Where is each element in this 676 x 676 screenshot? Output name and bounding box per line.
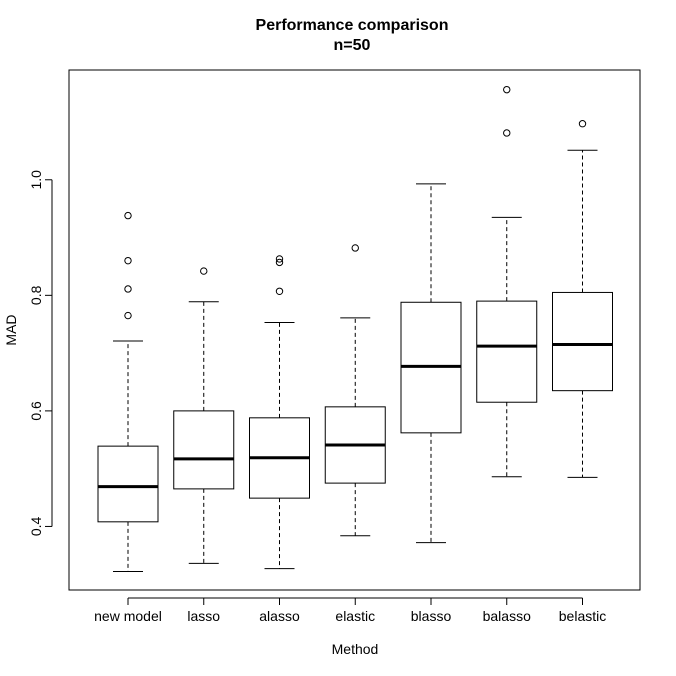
y-axis-label: MAD bbox=[3, 314, 19, 345]
outlier-point bbox=[124, 211, 132, 220]
box-group bbox=[476, 85, 538, 478]
x-tick-label: belastic bbox=[559, 608, 606, 624]
y-tick-label: 0.4 bbox=[28, 517, 44, 537]
box-group bbox=[400, 183, 462, 544]
iqr-box bbox=[97, 445, 159, 523]
box-group bbox=[249, 255, 310, 570]
box-group bbox=[324, 244, 386, 537]
y-axis: 0.4 0.6 0.8 1.0 bbox=[28, 170, 53, 537]
outlier-point bbox=[124, 311, 132, 320]
outlier-point bbox=[275, 255, 284, 263]
outlier-point bbox=[124, 285, 132, 293]
x-tick-label: elastic bbox=[335, 608, 375, 624]
x-tick-label: balasso bbox=[483, 608, 531, 624]
outlier-point bbox=[275, 287, 284, 295]
outlier-point bbox=[124, 256, 132, 265]
box-group bbox=[97, 211, 159, 573]
iqr-box bbox=[476, 300, 538, 403]
y-tick-label: 0.8 bbox=[28, 285, 44, 305]
outlier-point bbox=[200, 267, 208, 275]
outlier-point bbox=[578, 120, 587, 128]
x-tick-label: lasso bbox=[187, 608, 220, 624]
x-axis: new model lasso alasso elastic blasso balasso… bbox=[94, 597, 606, 624]
outlier-point bbox=[503, 85, 511, 94]
boxes-layer bbox=[97, 85, 613, 573]
outlier-point bbox=[275, 258, 284, 267]
plot-frame bbox=[68, 69, 641, 591]
iqr-box bbox=[173, 410, 235, 490]
x-axis-label: Method bbox=[332, 641, 379, 657]
x-tick-label: new model bbox=[94, 608, 162, 624]
x-tick-label: alasso bbox=[259, 608, 300, 624]
box-group bbox=[552, 120, 613, 478]
y-tick-label: 1.0 bbox=[28, 170, 44, 190]
outlier-point bbox=[503, 129, 511, 137]
x-tick-label: blasso bbox=[411, 608, 452, 624]
iqr-box bbox=[552, 291, 613, 392]
box-group bbox=[173, 267, 235, 564]
chart-subtitle: n=50 bbox=[334, 37, 371, 54]
y-tick-label: 0.6 bbox=[28, 401, 44, 421]
outlier-point bbox=[351, 244, 359, 252]
chart-title: Performance comparison bbox=[256, 17, 449, 34]
